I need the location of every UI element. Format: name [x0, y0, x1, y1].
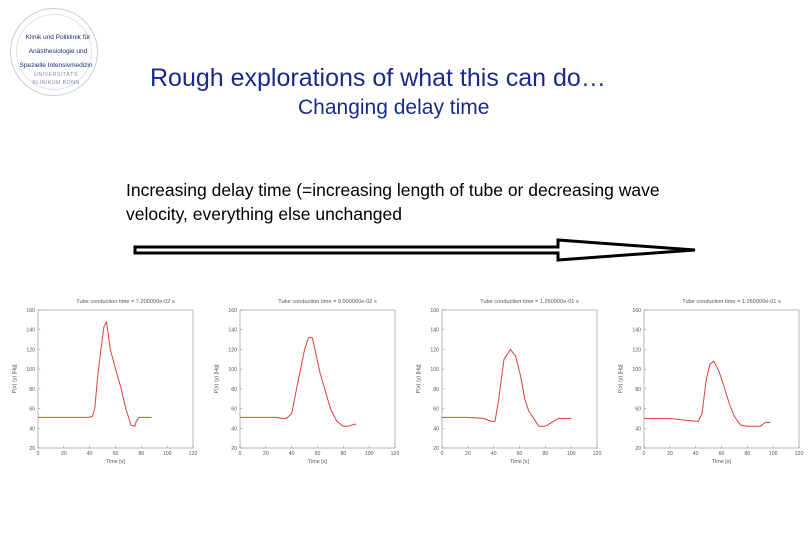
x-tick-label: 0 — [643, 451, 646, 457]
x-tick-label: 20 — [263, 451, 269, 457]
x-tick-label: 60 — [517, 451, 523, 457]
logo-university-line-2: KLINIKUM BONN — [32, 80, 80, 86]
university-seal-logo: Klinik und Poliklinik für Anästhesiologi… — [8, 6, 100, 98]
y-axis-label: P(x) (y) [Hg] — [416, 364, 422, 394]
y-tick-label: 80 — [29, 387, 35, 393]
series-line — [240, 337, 357, 427]
chart-title: Tube conduction time = 1.260000e-01 s — [682, 299, 781, 305]
y-tick-label: 160 — [430, 308, 439, 314]
x-tick-label: 80 — [138, 451, 144, 457]
x-tick-label: 60 — [315, 451, 321, 457]
y-tick-label: 80 — [635, 387, 641, 393]
y-tick-label: 20 — [433, 446, 439, 452]
x-tick-label: 100 — [163, 451, 172, 457]
x-tick-label: 120 — [189, 451, 198, 457]
logo-line-2: Anästhesiologie und — [28, 48, 88, 55]
seal-inner-ring — [16, 14, 92, 90]
y-tick-label: 160 — [632, 308, 641, 314]
y-tick-label: 60 — [635, 407, 641, 413]
y-tick-label: 40 — [29, 426, 35, 432]
x-axis-label: Time [s] — [106, 459, 125, 465]
seal-outer-ring — [10, 8, 98, 96]
y-tick-label: 160 — [228, 308, 237, 314]
y-tick-label: 140 — [632, 328, 641, 334]
y-tick-label: 100 — [228, 367, 237, 373]
chart-title: Tube conduction time = 7.200000e-02 s — [76, 299, 175, 305]
plot-area — [441, 309, 598, 449]
slide-title: Rough explorations of what this can do… — [150, 64, 606, 92]
y-tick-label: 60 — [231, 407, 237, 413]
x-tick-label: 40 — [87, 451, 93, 457]
x-tick-label: 100 — [769, 451, 778, 457]
y-tick-label: 40 — [635, 426, 641, 432]
y-tick-label: 120 — [228, 347, 237, 353]
y-tick-label: 160 — [26, 308, 35, 314]
chart-title: Tube conduction time = 9.000000e-02 s — [278, 299, 377, 305]
y-tick-label: 20 — [635, 446, 641, 452]
x-tick-label: 0 — [441, 451, 444, 457]
logo-line-1: Klinik und Poliklinik für — [25, 34, 91, 41]
y-tick-label: 40 — [231, 426, 237, 432]
y-tick-label: 140 — [228, 328, 237, 334]
x-tick-label: 20 — [667, 451, 673, 457]
y-tick-label: 100 — [26, 367, 35, 373]
series-line — [38, 321, 152, 427]
chart-2: Tube conduction time = 9.000000e-02 s 20 4… — [214, 299, 400, 465]
y-tick-label: 120 — [632, 347, 641, 353]
x-tick-label: 80 — [542, 451, 548, 457]
x-tick-label: 20 — [61, 451, 67, 457]
x-tick-label: 0 — [37, 451, 40, 457]
x-tick-label: 80 — [744, 451, 750, 457]
series-line — [644, 360, 771, 427]
x-tick-label: 20 — [465, 451, 471, 457]
x-tick-label: 120 — [593, 451, 602, 457]
y-axis-label: P(x) (y) [Hg] — [214, 364, 220, 394]
logo-university-line-1: UNIVERSITÄTS — [34, 72, 78, 78]
plot-area — [37, 309, 194, 449]
y-tick-label: 140 — [430, 328, 439, 334]
x-axis-label: Time [s] — [308, 459, 327, 465]
y-tick-label: 60 — [433, 407, 439, 413]
logo-line-3: Spezielle Intensivmedizin — [19, 62, 93, 69]
x-axis-label: Time [s] — [510, 459, 529, 465]
y-tick-label: 140 — [26, 328, 35, 334]
slide-description: Increasing delay time (=increasing lengt… — [126, 180, 660, 224]
y-tick-label: 20 — [231, 446, 237, 452]
y-tick-label: 80 — [433, 387, 439, 393]
y-axis-label: P(x) (y) [Hg] — [12, 364, 18, 394]
slide-subtitle: Changing delay time — [298, 96, 490, 119]
y-tick-label: 80 — [231, 387, 237, 393]
plot-area — [239, 309, 396, 449]
x-tick-label: 60 — [719, 451, 725, 457]
series-line — [442, 348, 572, 427]
x-tick-label: 40 — [289, 451, 295, 457]
x-axis-label: Time [s] — [712, 459, 731, 465]
y-tick-label: 120 — [26, 347, 35, 353]
chart-title: Tube conduction time = 1.260000e-01 s — [480, 299, 579, 305]
y-tick-label: 40 — [433, 426, 439, 432]
y-tick-label: 100 — [430, 367, 439, 373]
x-tick-label: 120 — [391, 451, 400, 457]
x-tick-label: 40 — [693, 451, 699, 457]
chart-3: Tube conduction time = 1.260000e-01 s 20 4… — [416, 299, 602, 465]
y-tick-label: 20 — [29, 446, 35, 452]
x-tick-label: 100 — [365, 451, 374, 457]
x-tick-label: 40 — [491, 451, 497, 457]
increase-arrow — [133, 238, 696, 262]
chart-4: Tube conduction time = 1.260000e-01 s 20 4… — [618, 299, 804, 465]
y-axis-label: P(x) (y) [Hg] — [618, 364, 624, 394]
x-tick-label: 0 — [239, 451, 242, 457]
x-tick-label: 120 — [795, 451, 804, 457]
x-tick-label: 60 — [113, 451, 119, 457]
y-tick-label: 100 — [632, 367, 641, 373]
chart-1: Tube conduction time = 7.200000e-02 s 20 4… — [12, 299, 198, 465]
x-tick-label: 100 — [567, 451, 576, 457]
y-tick-label: 120 — [430, 347, 439, 353]
y-tick-label: 60 — [29, 407, 35, 413]
x-tick-label: 80 — [340, 451, 346, 457]
